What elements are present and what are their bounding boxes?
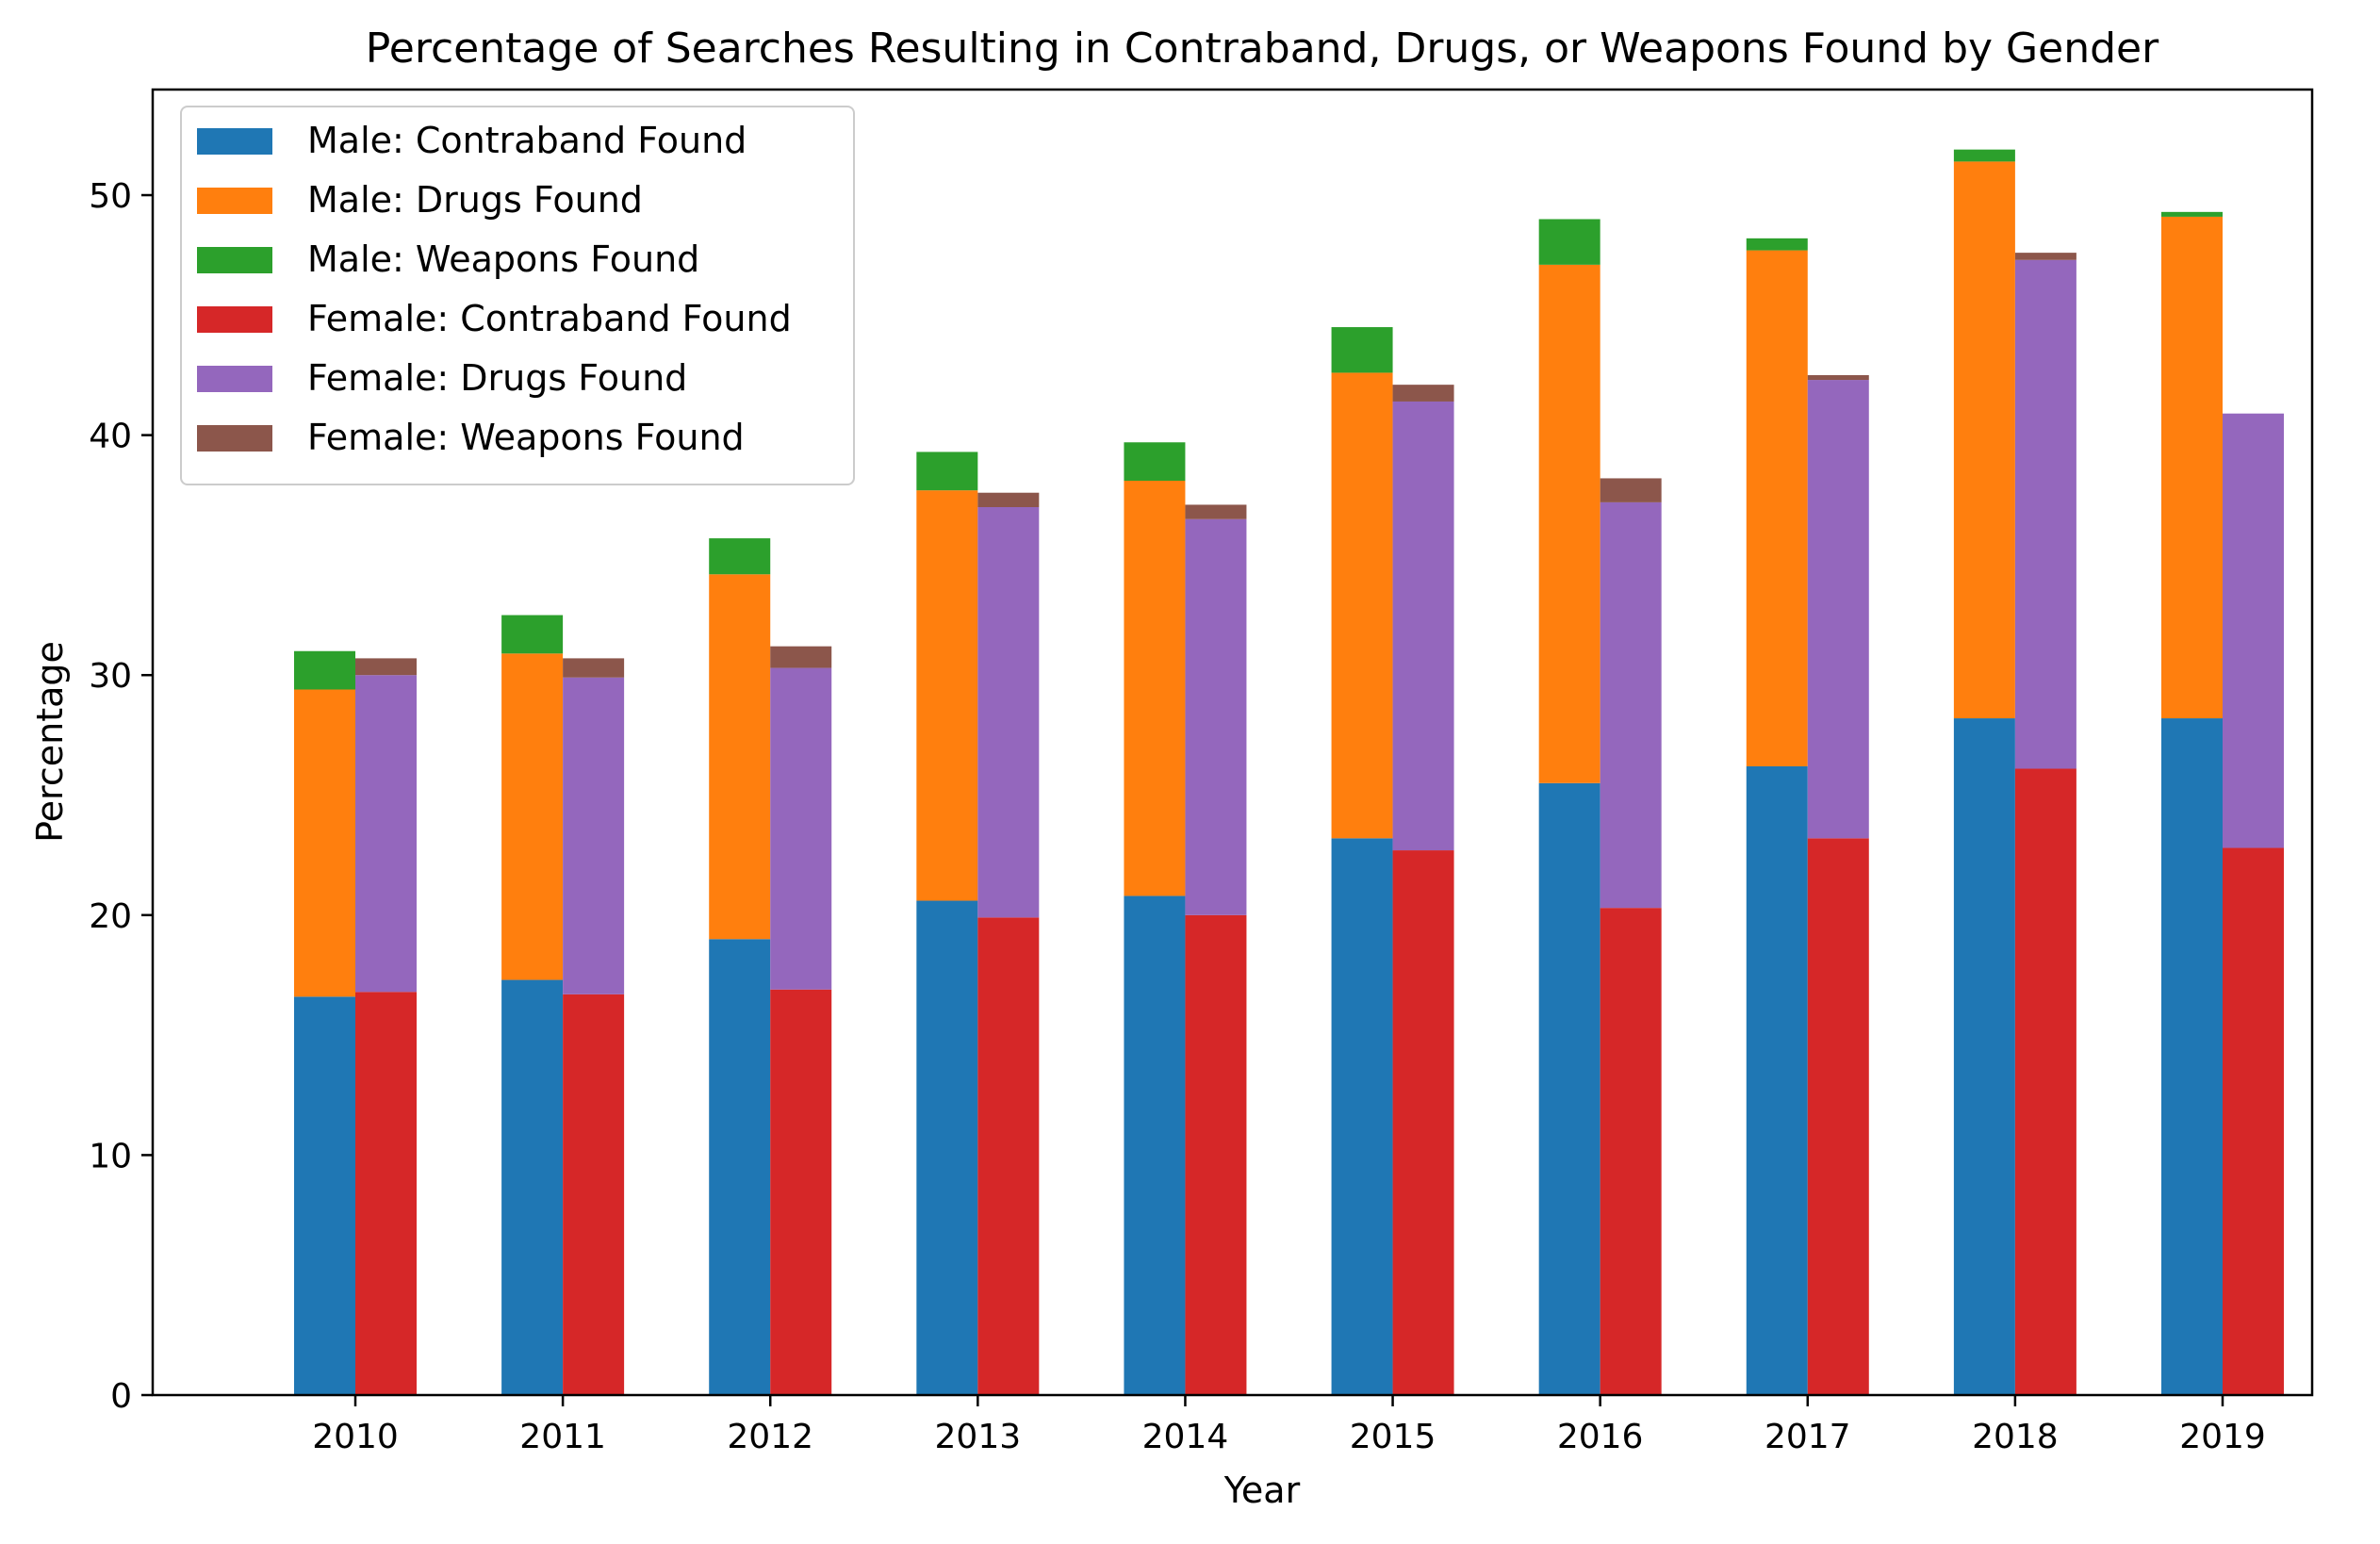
y-axis: 0 10 20 30 40 50 [89, 177, 153, 1416]
bar-female-series-3-2014 [1185, 914, 1247, 1395]
bar-female-series-4-2013 [977, 507, 1040, 918]
bar-male-series-1-2015 [1331, 372, 1393, 839]
x-tick-label: 2010 [312, 1418, 399, 1456]
bar-female-series-3-2019 [2223, 847, 2284, 1395]
bar-female-series-3-2018 [2014, 768, 2076, 1395]
legend-label: Male: Weapons Found [307, 238, 699, 280]
x-tick-label: 2011 [519, 1418, 606, 1456]
bar-female-series-5-2013 [977, 492, 1040, 507]
bar-female-series-4-2016 [1600, 501, 1662, 909]
legend-swatch [197, 306, 272, 333]
y-tick-label: 50 [89, 177, 132, 216]
bar-male-series-1-2018 [1953, 161, 2015, 719]
bar-male-series-2-2013 [916, 452, 978, 491]
bar-female-series-5-2018 [2014, 253, 2076, 260]
bar-male-series-2-2014 [1124, 442, 1186, 481]
bar-male-series-1-2019 [2161, 216, 2223, 719]
bar-male-series-0-2017 [1746, 765, 1808, 1395]
y-tick-label: 30 [89, 657, 132, 696]
bar-female-series-5-2011 [563, 658, 625, 678]
x-tick-label: 2017 [1764, 1418, 1851, 1456]
bar-female-series-4-2010 [355, 675, 417, 993]
plot-frame [151, 88, 2314, 1397]
bar-female-series-5-2016 [1600, 478, 1662, 502]
bar-male-series-2-2011 [501, 615, 564, 654]
bar-male-series-0-2012 [709, 939, 771, 1395]
bar-male-series-1-2017 [1746, 250, 1808, 766]
bar-male-series-2-2019 [2161, 211, 2223, 217]
bar-male-series-0-2011 [501, 979, 564, 1395]
legend-label: Female: Drugs Found [307, 357, 687, 399]
bar-male-series-2-2015 [1331, 327, 1393, 373]
bar-female-series-3-2010 [355, 992, 417, 1395]
x-axis: 2010 2011 2012 2013 2014 2015 2016 2017 2018 2019 [312, 1395, 2266, 1456]
bar-female-series-5-2012 [770, 646, 832, 668]
bar-male-series-1-2011 [501, 653, 564, 980]
y-tick-label: 40 [89, 418, 132, 456]
bar-female-series-5-2015 [1392, 385, 1454, 402]
legend-swatch [197, 128, 272, 155]
bar-female-series-4-2019 [2223, 413, 2284, 848]
bar-male-series-1-2010 [294, 689, 355, 997]
bar-female-series-3-2016 [1600, 908, 1662, 1395]
legend-label: Female: Contraband Found [307, 298, 792, 339]
bar-female-series-4-2014 [1185, 518, 1247, 915]
legend-box [180, 106, 855, 485]
bar-male-series-0-2014 [1124, 895, 1186, 1395]
legend: Male: Contraband Found Male: Drugs Found M… [180, 106, 855, 485]
bar-female-series-3-2011 [563, 994, 625, 1395]
x-tick-label: 2016 [1557, 1418, 1644, 1456]
legend-swatch [197, 366, 272, 392]
y-tick-label: 0 [110, 1377, 132, 1416]
x-tick-label: 2012 [727, 1418, 813, 1456]
bar-male-series-2-2016 [1538, 219, 1600, 265]
bar-male-series-0-2016 [1538, 782, 1600, 1395]
x-tick-label: 2019 [2179, 1418, 2266, 1456]
legend-swatch [197, 188, 272, 214]
bar-female-series-3-2012 [770, 989, 832, 1395]
bar-female-series-4-2012 [770, 667, 832, 990]
bar-female-series-4-2015 [1392, 401, 1454, 851]
legend-swatch [197, 425, 272, 452]
bar-female-series-5-2010 [355, 658, 417, 676]
bar-male-series-1-2016 [1538, 264, 1600, 783]
bar-female-series-5-2017 [1807, 374, 1869, 381]
x-axis-label: Year [1223, 1470, 1301, 1511]
bar-male-series-2-2017 [1746, 238, 1808, 251]
y-tick-label: 20 [89, 897, 132, 936]
bar-male-series-1-2012 [709, 574, 771, 940]
bar-male-series-0-2015 [1331, 838, 1393, 1395]
bar-male-series-0-2018 [1953, 718, 2015, 1395]
bar-female-series-3-2015 [1392, 850, 1454, 1395]
legend-label: Male: Contraband Found [307, 120, 747, 161]
x-tick-label: 2015 [1350, 1418, 1436, 1456]
bar-layer [294, 149, 2284, 1395]
bar-female-series-4-2018 [2014, 259, 2076, 769]
y-axis-label: Percentage [29, 641, 71, 843]
bar-male-series-0-2010 [294, 996, 355, 1395]
bar-male-series-0-2013 [916, 900, 978, 1395]
bar-male-series-2-2010 [294, 650, 355, 690]
x-tick-label: 2013 [935, 1418, 1022, 1456]
bar-female-series-3-2017 [1807, 838, 1869, 1395]
bar-female-series-4-2017 [1807, 380, 1869, 839]
bar-male-series-1-2013 [916, 490, 978, 901]
y-tick-label: 10 [89, 1137, 132, 1175]
bar-male-series-2-2018 [1953, 149, 2015, 162]
bar-male-series-1-2014 [1124, 480, 1186, 896]
bar-female-series-4-2011 [563, 677, 625, 994]
bar-female-series-3-2013 [977, 917, 1040, 1395]
legend-label: Male: Drugs Found [307, 179, 643, 221]
bar-female-series-5-2014 [1185, 504, 1247, 519]
x-tick-label: 2018 [1972, 1418, 2059, 1456]
bar-male-series-0-2019 [2161, 718, 2223, 1395]
bar-male-series-2-2012 [709, 538, 771, 575]
x-tick-label: 2014 [1142, 1418, 1229, 1456]
legend-swatch [197, 247, 272, 273]
legend-label: Female: Weapons Found [307, 417, 745, 458]
chart-title: Percentage of Searches Resulting in Cont… [366, 25, 2159, 73]
